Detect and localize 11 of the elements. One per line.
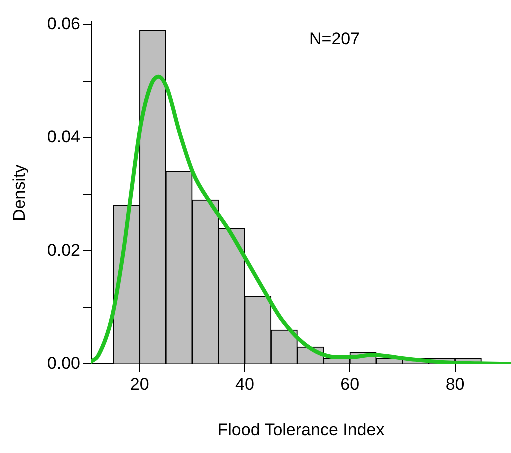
y-tick-label: 0.00: [47, 354, 80, 373]
annotation: N=207: [310, 30, 360, 49]
x-axis-title: Flood Tolerance Index: [218, 420, 386, 440]
x-tick-label: 20: [130, 375, 150, 394]
y-tick-label: 0.04: [47, 128, 80, 147]
y-axis-title: Density: [10, 164, 29, 222]
y-tick-label: 0.06: [47, 14, 80, 34]
x-tick-label: 80: [446, 375, 465, 394]
y-tick-label: 0.02: [47, 240, 80, 260]
x-tick-label: 60: [340, 375, 360, 394]
x-tick-label: 40: [236, 375, 254, 394]
